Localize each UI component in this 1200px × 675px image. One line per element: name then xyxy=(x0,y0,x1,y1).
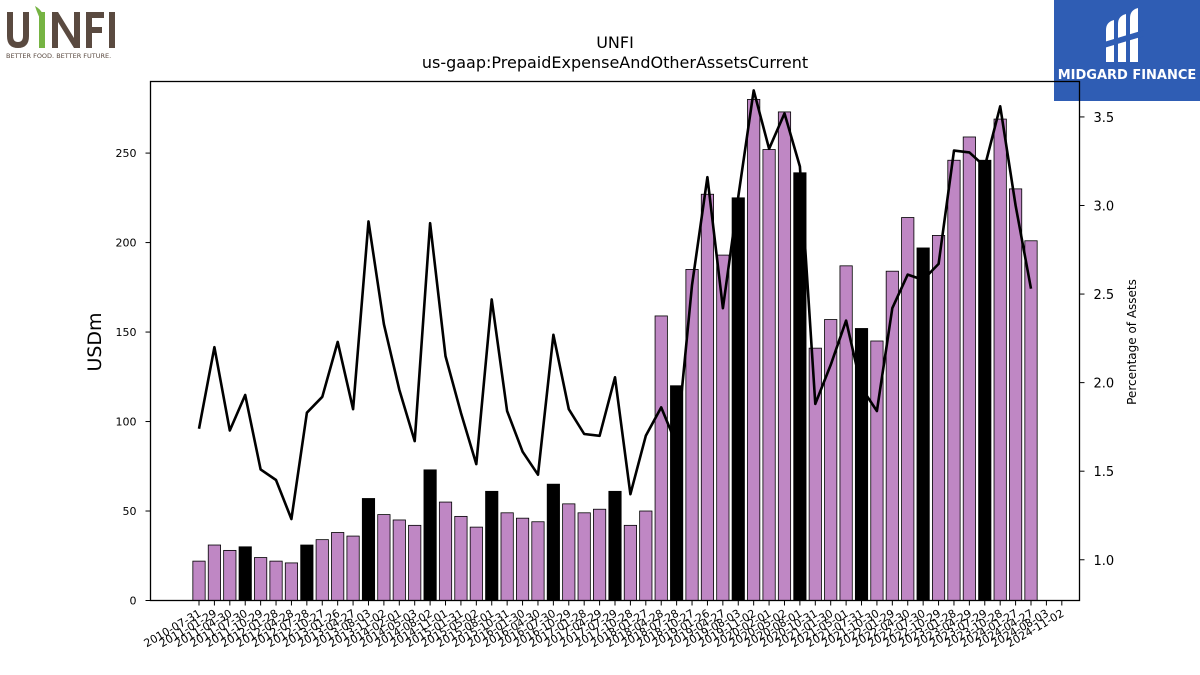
y-tick-label: 50 xyxy=(123,505,137,518)
bar-2013-01-26 xyxy=(331,532,345,601)
bar-2023-01-28 xyxy=(947,159,961,601)
bar-2011-07-30 xyxy=(238,546,252,601)
chart-subtitle: us-gaap:PrepaidExpenseAndOtherAssetsCurr… xyxy=(422,53,808,72)
bar-2014-11-01 xyxy=(438,501,453,601)
bar-2018-01-27 xyxy=(639,510,653,601)
bar-2024-04-27 xyxy=(1024,240,1038,601)
bar-2012-10-27 xyxy=(315,539,329,601)
bar-2019-08-03 xyxy=(731,197,745,601)
bar-2016-10-29 xyxy=(562,503,576,601)
bar-2020-02-01 xyxy=(762,149,776,601)
bar-2019-11-02 xyxy=(747,98,761,601)
bar-2015-05-02 xyxy=(469,526,483,601)
y2-axis-label: Percentage of Assets xyxy=(1125,279,1139,405)
bar-2023-07-29 xyxy=(978,159,992,601)
bar-2016-01-30 xyxy=(515,517,530,601)
unfi-tagline: BETTER FOOD. BETTER FUTURE. xyxy=(6,52,111,60)
y-tick-label: 0 xyxy=(130,595,137,608)
y2-tick-label: 2.0 xyxy=(1094,377,1115,392)
bar-2023-04-29 xyxy=(962,136,976,601)
bar-2014-08-02 xyxy=(423,469,437,601)
bar-2011-04-30 xyxy=(223,549,237,601)
bar-2024-01-27 xyxy=(1009,188,1023,601)
bar-2023-10-28 xyxy=(993,118,1007,601)
bar-2015-10-31 xyxy=(500,512,514,601)
bar-2016-04-30 xyxy=(531,521,545,601)
plot-frame xyxy=(149,80,1081,602)
midgard-finance-logo: MIDGARD FINANCE xyxy=(1054,0,1200,101)
bar-2014-05-03 xyxy=(408,524,422,601)
bar-series xyxy=(192,98,1038,601)
bar-2017-07-29 xyxy=(608,490,622,601)
bar-2020-05-02 xyxy=(777,111,792,601)
midgard-finance-wordmark: MIDGARD FINANCE xyxy=(1057,68,1197,83)
y2-tick-label: 1.5 xyxy=(1094,465,1115,480)
y-tick-label: 250 xyxy=(116,147,137,160)
ratio-line-series xyxy=(197,89,1033,521)
y-tick-label: 150 xyxy=(116,326,137,339)
bar-2022-10-29 xyxy=(931,235,946,601)
bar-2017-04-29 xyxy=(593,508,607,601)
bar-2011-01-29 xyxy=(207,544,221,601)
bar-2021-05-01 xyxy=(839,265,853,601)
y2-tick-label: 3.0 xyxy=(1094,199,1115,214)
ratio-line xyxy=(197,89,1033,521)
bar-2022-01-29 xyxy=(885,270,899,601)
bar-2018-04-28 xyxy=(654,315,668,601)
bar-2012-07-28 xyxy=(300,544,314,601)
axes: 0501001502002501.01.52.02.53.03.52010-07… xyxy=(116,111,1115,650)
y-tick-label: 200 xyxy=(116,237,137,250)
y2-tick-label: 3.5 xyxy=(1094,111,1115,126)
bar-2017-01-28 xyxy=(577,512,591,601)
chart-title: UNFI xyxy=(596,33,634,52)
unfi-logo: BETTER FOOD. BETTER FUTURE. xyxy=(2,2,128,62)
y2-tick-label: 2.5 xyxy=(1094,288,1115,303)
bar-2013-04-27 xyxy=(346,535,360,601)
bar-2016-07-30 xyxy=(546,483,560,601)
bar-2013-11-02 xyxy=(377,514,391,601)
bar-2015-08-01 xyxy=(485,490,499,601)
bar-2018-07-28 xyxy=(670,385,684,601)
bar-2011-10-29 xyxy=(254,557,268,601)
bar-2012-04-28 xyxy=(284,562,299,601)
bar-2013-08-03 xyxy=(361,498,376,601)
bar-2019-01-26 xyxy=(700,193,715,601)
y-tick-label: 100 xyxy=(116,416,137,429)
bar-2015-01-31 xyxy=(454,515,468,601)
bar-2010-07-31 xyxy=(192,560,206,601)
bar-2012-01-28 xyxy=(269,560,283,601)
y2-tick-label: 1.0 xyxy=(1094,554,1115,569)
bar-2022-07-30 xyxy=(916,247,930,601)
y-axis-label: USDm xyxy=(84,312,106,371)
bar-2017-10-28 xyxy=(623,524,637,601)
bar-2014-02-01 xyxy=(392,519,406,601)
